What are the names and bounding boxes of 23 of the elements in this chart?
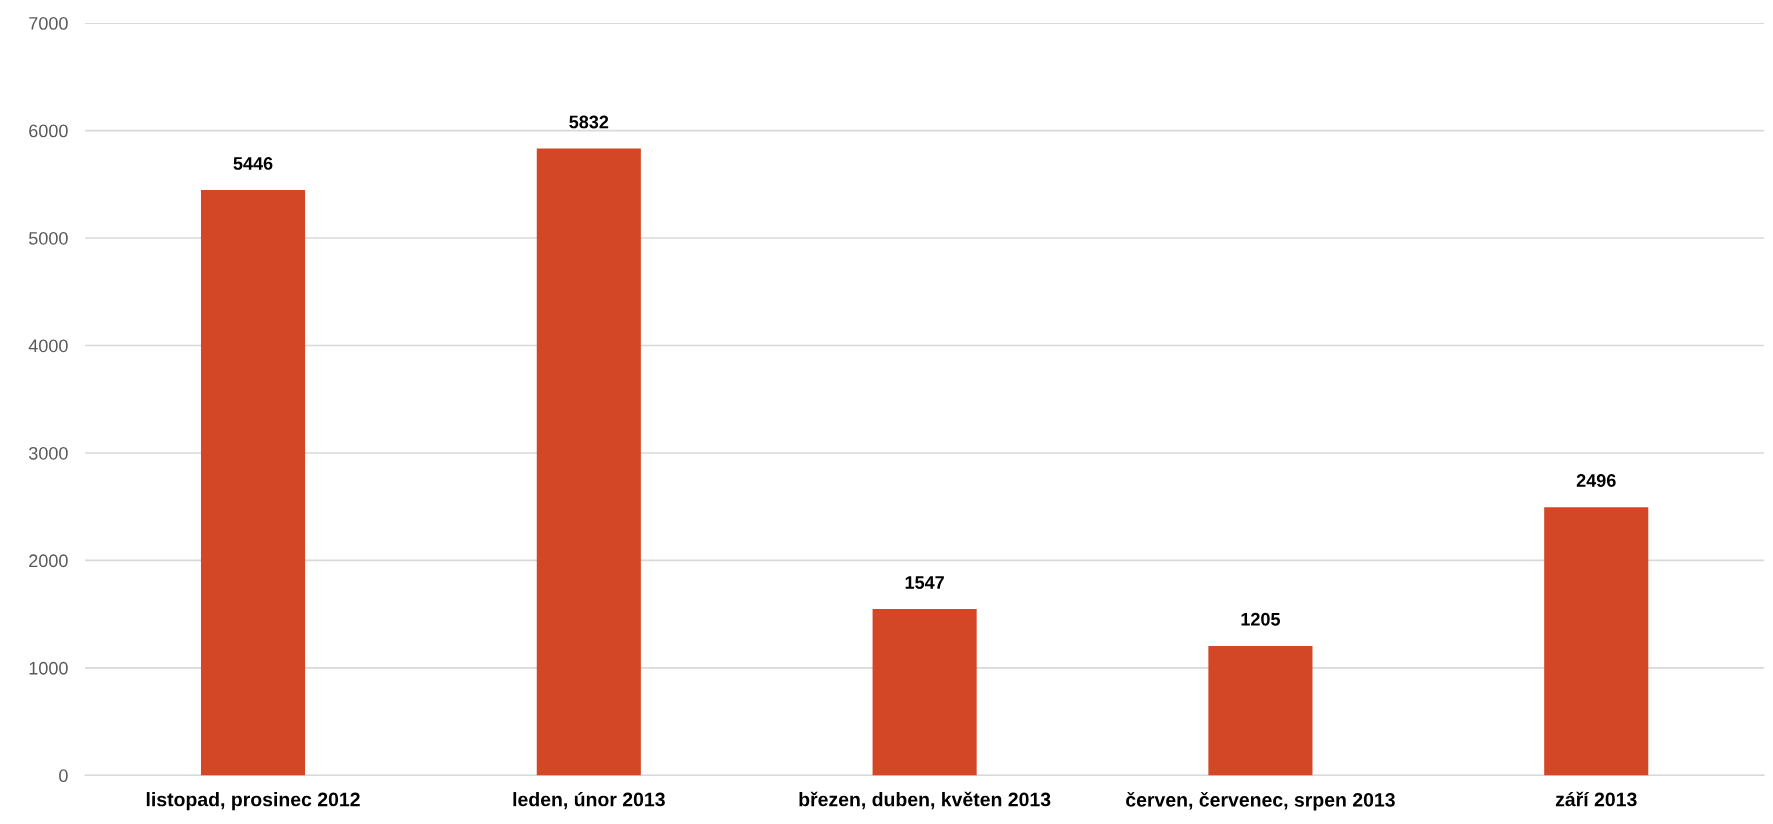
x-tick-label: leden, únor 2013 — [513, 791, 665, 810]
bar — [536, 148, 641, 776]
data-label: 5832 — [569, 115, 609, 129]
y-tick-label: 5000 — [29, 231, 68, 245]
bar — [872, 609, 977, 776]
data-label: 5446 — [233, 157, 273, 170]
y-tick-label: 4000 — [28, 339, 68, 353]
data-label: 2496 — [1576, 474, 1616, 487]
y-tick-label: 7000 — [29, 17, 68, 30]
bar — [200, 190, 306, 776]
bar — [1544, 507, 1649, 776]
y-tick-label: 6000 — [29, 124, 68, 138]
bar — [1208, 645, 1313, 776]
x-tick-label: červen, červenec, srpen 2013 — [1126, 792, 1395, 811]
x-tick-label: listopad, prosinec 2012 — [146, 792, 360, 811]
y-tick-label: 3000 — [28, 446, 68, 460]
y-tick-label: 2000 — [29, 554, 68, 568]
y-tick-label: 0 — [59, 769, 68, 783]
data-label: 1547 — [905, 576, 944, 589]
x-tick-label: březen, duben, květen 2013 — [799, 791, 1051, 810]
x-tick-label: září 2013 — [1555, 791, 1637, 807]
data-label: 1205 — [1241, 612, 1281, 626]
y-tick-label: 1000 — [29, 661, 68, 675]
